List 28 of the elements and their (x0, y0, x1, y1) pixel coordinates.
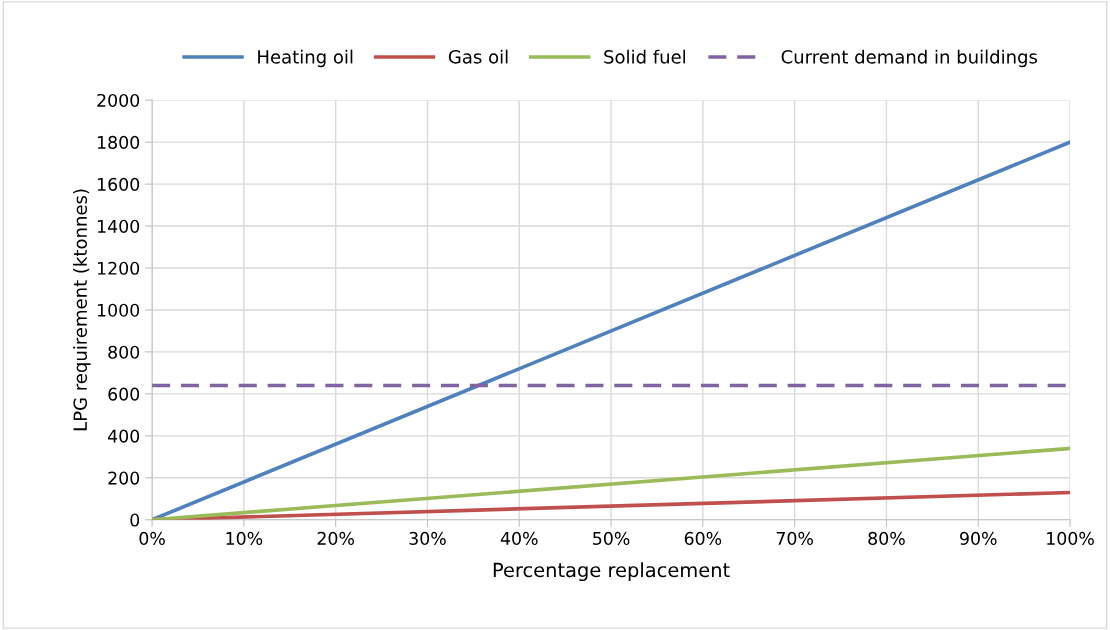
x-tick-label: 70% (776, 531, 813, 545)
y-tick-label: 1000 (97, 303, 140, 317)
x-tick-label: 10% (226, 531, 263, 545)
x-tick-label: 60% (684, 531, 722, 545)
x-tick-label: 40% (500, 531, 538, 545)
legend-label: Solid fuel (604, 49, 686, 64)
legend-label: Gas oil (448, 49, 508, 64)
y-tick-label: 2000 (97, 93, 140, 108)
x-tick-label: 20% (317, 531, 354, 545)
x-tick-label: 30% (409, 531, 446, 545)
legend-label: Current demand in buildings (781, 49, 1038, 68)
x-tick-label: 80% (868, 531, 905, 545)
y-tick-label: 600 (108, 387, 140, 401)
y-tick-label: 200 (108, 471, 140, 485)
x-tick-label: 90% (960, 531, 997, 545)
x-tick-label: 100% (1047, 531, 1094, 545)
y-axis-title: LPG requirement (ktonnes) (73, 189, 91, 431)
legend-label: Heating oil (258, 49, 353, 68)
y-tick-label: 1400 (97, 219, 140, 233)
y-tick-label: 0 (130, 513, 140, 527)
x-tick-label: 0% (139, 531, 165, 545)
y-tick-label: 1800 (97, 135, 140, 149)
y-tick-label: 1200 (97, 261, 140, 275)
x-tick-label: 50% (593, 531, 630, 545)
x-axis-title: Percentage replacement (493, 562, 730, 582)
y-tick-label: 1600 (97, 177, 140, 191)
y-tick-label: 800 (108, 345, 140, 359)
y-tick-label: 400 (107, 429, 140, 443)
